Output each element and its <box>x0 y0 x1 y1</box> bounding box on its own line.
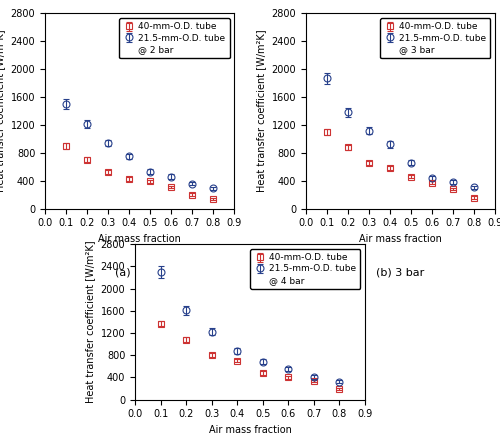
Legend: 40-mm-O.D. tube, 21.5-mm-O.D. tube, @ 2 bar: 40-mm-O.D. tube, 21.5-mm-O.D. tube, @ 2 … <box>119 18 230 58</box>
Legend: 40-mm-O.D. tube, 21.5-mm-O.D. tube, @ 4 bar: 40-mm-O.D. tube, 21.5-mm-O.D. tube, @ 4 … <box>250 249 360 289</box>
X-axis label: Air mass fraction: Air mass fraction <box>98 234 181 244</box>
Y-axis label: Heat transfer coefficient [W/m²K]: Heat transfer coefficient [W/m²K] <box>85 241 95 403</box>
X-axis label: Air mass fraction: Air mass fraction <box>359 234 442 244</box>
Y-axis label: Heat transfer coefficient [W/m²K]: Heat transfer coefficient [W/m²K] <box>0 30 5 192</box>
Text: (b) 3 bar: (b) 3 bar <box>376 267 424 278</box>
Y-axis label: Heat transfer coefficient [W/m²K]: Heat transfer coefficient [W/m²K] <box>256 30 266 192</box>
X-axis label: Air mass fraction: Air mass fraction <box>208 425 292 435</box>
Legend: 40-mm-O.D. tube, 21.5-mm-O.D. tube, @ 3 bar: 40-mm-O.D. tube, 21.5-mm-O.D. tube, @ 3 … <box>380 18 490 58</box>
Text: (a) 2 bar: (a) 2 bar <box>116 267 164 278</box>
